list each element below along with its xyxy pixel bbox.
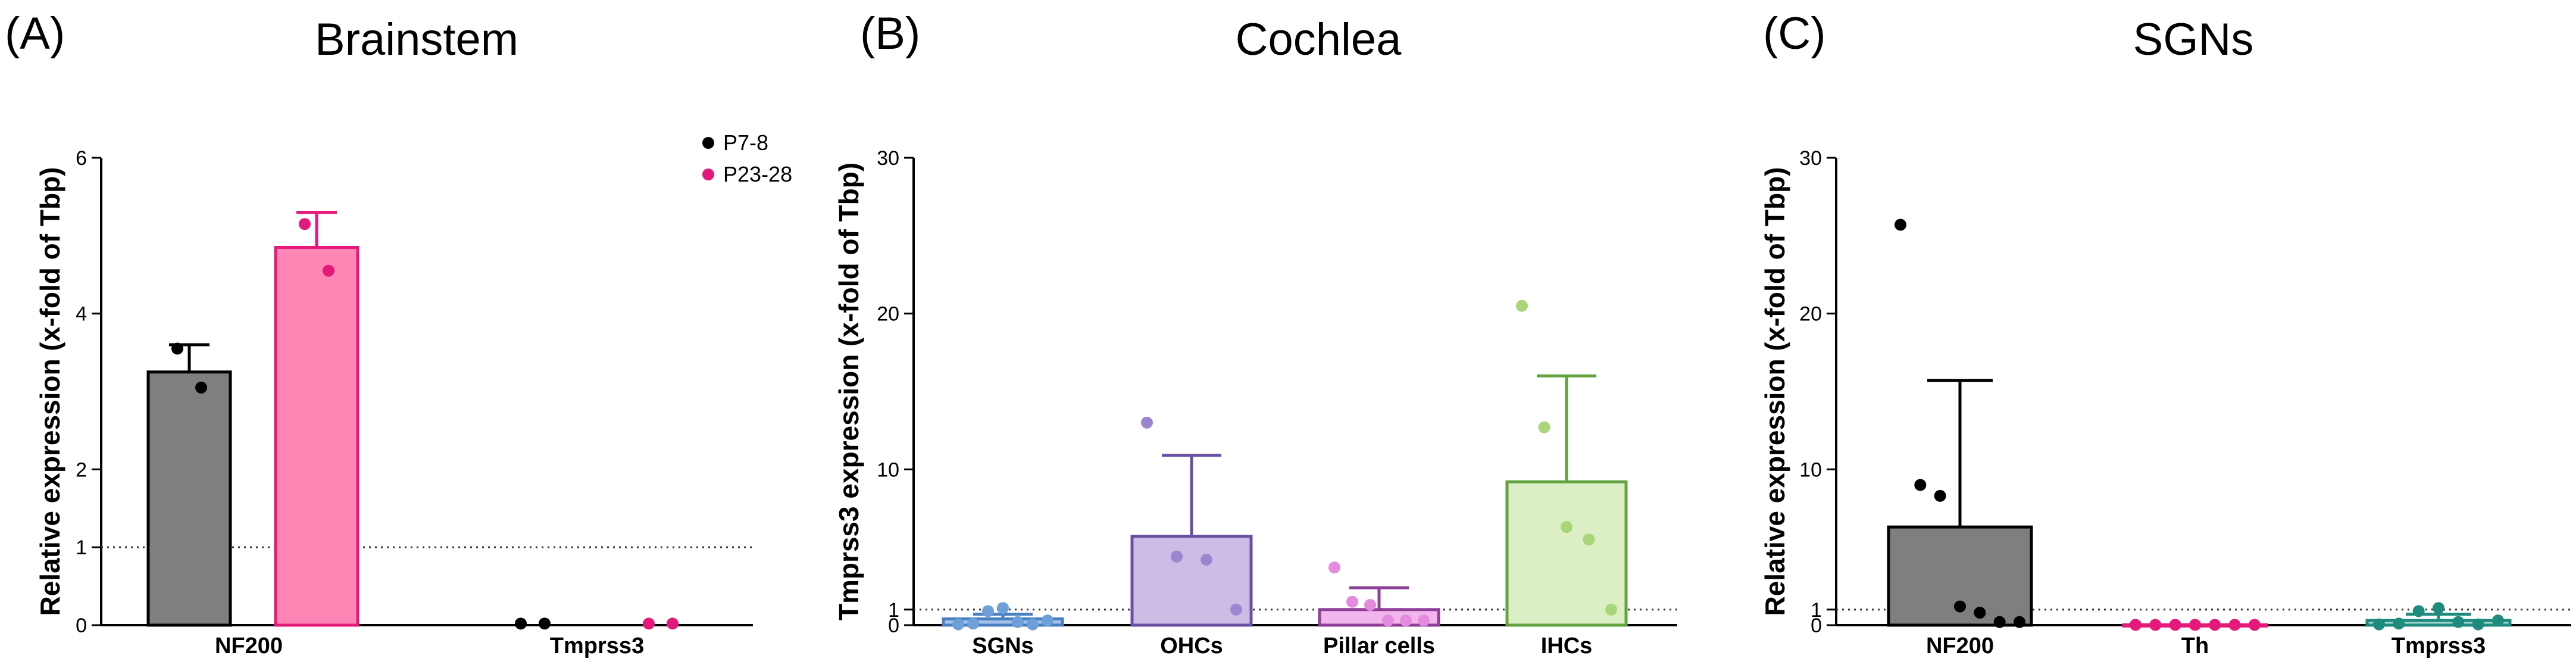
data-point	[1418, 614, 1430, 627]
panel-letter: (C)	[1763, 8, 1826, 59]
y-tick-label: 10	[877, 458, 899, 481]
data-point	[1346, 595, 1358, 608]
y-tick-label: 30	[1799, 147, 1822, 170]
data-point	[1201, 554, 1212, 566]
data-point	[2169, 619, 2181, 631]
chart-title: Cochlea	[1236, 14, 1402, 65]
data-point	[171, 342, 183, 355]
data-point	[1895, 219, 1906, 231]
y-tick-label: 10	[1799, 458, 1822, 481]
x-category-label: Th	[2181, 633, 2209, 658]
data-point	[1605, 603, 1617, 616]
data-point	[2130, 619, 2142, 631]
data-point	[1538, 421, 1550, 433]
data-point	[1042, 614, 1053, 627]
data-point	[2209, 619, 2221, 631]
x-category-label: Tmprss3	[550, 633, 644, 658]
data-point	[1230, 603, 1242, 616]
data-point	[1974, 607, 1986, 619]
bar	[1505, 480, 1628, 627]
legend-marker	[702, 137, 714, 149]
data-point	[997, 602, 1009, 614]
y-tick-label: 0	[1811, 614, 1822, 637]
data-point	[515, 617, 527, 630]
data-point	[2228, 619, 2241, 631]
data-point	[1382, 614, 1394, 627]
data-point	[1012, 616, 1024, 628]
data-point	[967, 617, 979, 630]
x-category-label: OHCs	[1160, 633, 1223, 658]
panel-letter: (A)	[5, 8, 65, 59]
panel-letter: (B)	[860, 8, 920, 59]
data-point	[2472, 618, 2484, 631]
data-point	[1400, 614, 1412, 627]
y-tick-label: 1	[888, 599, 899, 622]
panel-c-sgns-chart: (C) SGNs 01 10 20 30 Relative expression (x-fo…	[1759, 8, 2571, 658]
data-point	[1993, 616, 2006, 628]
data-point	[2189, 619, 2201, 631]
y-axis-title: Relative expression (x-fold of Tbp)	[35, 167, 65, 616]
x-category-label: SGNs	[972, 633, 1033, 658]
x-category-label: NF200	[1926, 633, 1994, 658]
data-point	[1583, 533, 1595, 546]
data-point	[1954, 600, 1966, 613]
data-point	[952, 618, 964, 631]
y-tick-label: 30	[877, 147, 899, 170]
bar	[2365, 619, 2512, 627]
bar	[146, 370, 232, 627]
data-point	[2149, 619, 2162, 631]
data-point	[2433, 602, 2444, 614]
y-axis-title: Tmprss3 expression (x-fold of Tbp)	[833, 163, 864, 620]
y-tick-label: 20	[1799, 303, 1822, 326]
data-point	[195, 381, 207, 394]
y-tick-label: 1	[1811, 599, 1822, 622]
y-tick-label: 6	[76, 147, 87, 170]
x-category-label: IHCs	[1541, 633, 1593, 658]
data-point	[1328, 561, 1340, 574]
legend-marker	[702, 168, 714, 180]
data-point	[1141, 416, 1153, 429]
data-point	[1934, 489, 1946, 502]
data-point	[539, 617, 551, 630]
x-category-label: Pillar cells	[1323, 633, 1435, 658]
legend-label: P7-8	[723, 130, 768, 155]
data-point	[1364, 598, 1376, 611]
y-tick-label: 0	[888, 614, 899, 637]
data-point	[2452, 616, 2465, 628]
data-point	[2373, 618, 2385, 631]
data-point	[2492, 614, 2504, 627]
chart-title: SGNs	[2133, 14, 2254, 65]
y-tick-label: 2	[76, 458, 87, 481]
data-point	[1914, 479, 1927, 491]
y-axis-title: Relative expression (x-fold of Tbp)	[1759, 167, 1790, 616]
y-tick-label: 20	[877, 303, 899, 326]
data-point	[2014, 616, 2025, 628]
panel-b-cochlea-chart: (B) Cochlea 01 10 20 30 Tmprss3 expression (x-…	[833, 8, 1677, 658]
x-category-label: NF200	[215, 633, 283, 658]
data-point	[1027, 618, 1039, 631]
y-tick-label: 0	[76, 614, 87, 637]
data-point	[982, 605, 994, 617]
data-point	[1561, 521, 1573, 533]
data-point	[667, 617, 679, 630]
data-point	[299, 218, 311, 230]
data-point	[323, 264, 334, 277]
data-point	[2412, 605, 2425, 617]
bar	[274, 245, 359, 627]
data-point	[1516, 299, 1528, 312]
data-point	[643, 617, 655, 630]
data-point	[2249, 619, 2261, 631]
chart-title: Brainstem	[315, 14, 518, 65]
data-point	[1171, 550, 1183, 563]
y-tick-label: 1	[76, 536, 87, 559]
data-point	[2393, 617, 2405, 630]
legend-label: P23-28	[723, 162, 792, 186]
y-tick-label: 4	[76, 303, 87, 326]
x-category-label: Tmprss3	[2391, 633, 2486, 658]
panel-a-brainstem-chart: (A) Brainstem 0 1 2 4 6 Relative expression (x-…	[5, 8, 792, 658]
